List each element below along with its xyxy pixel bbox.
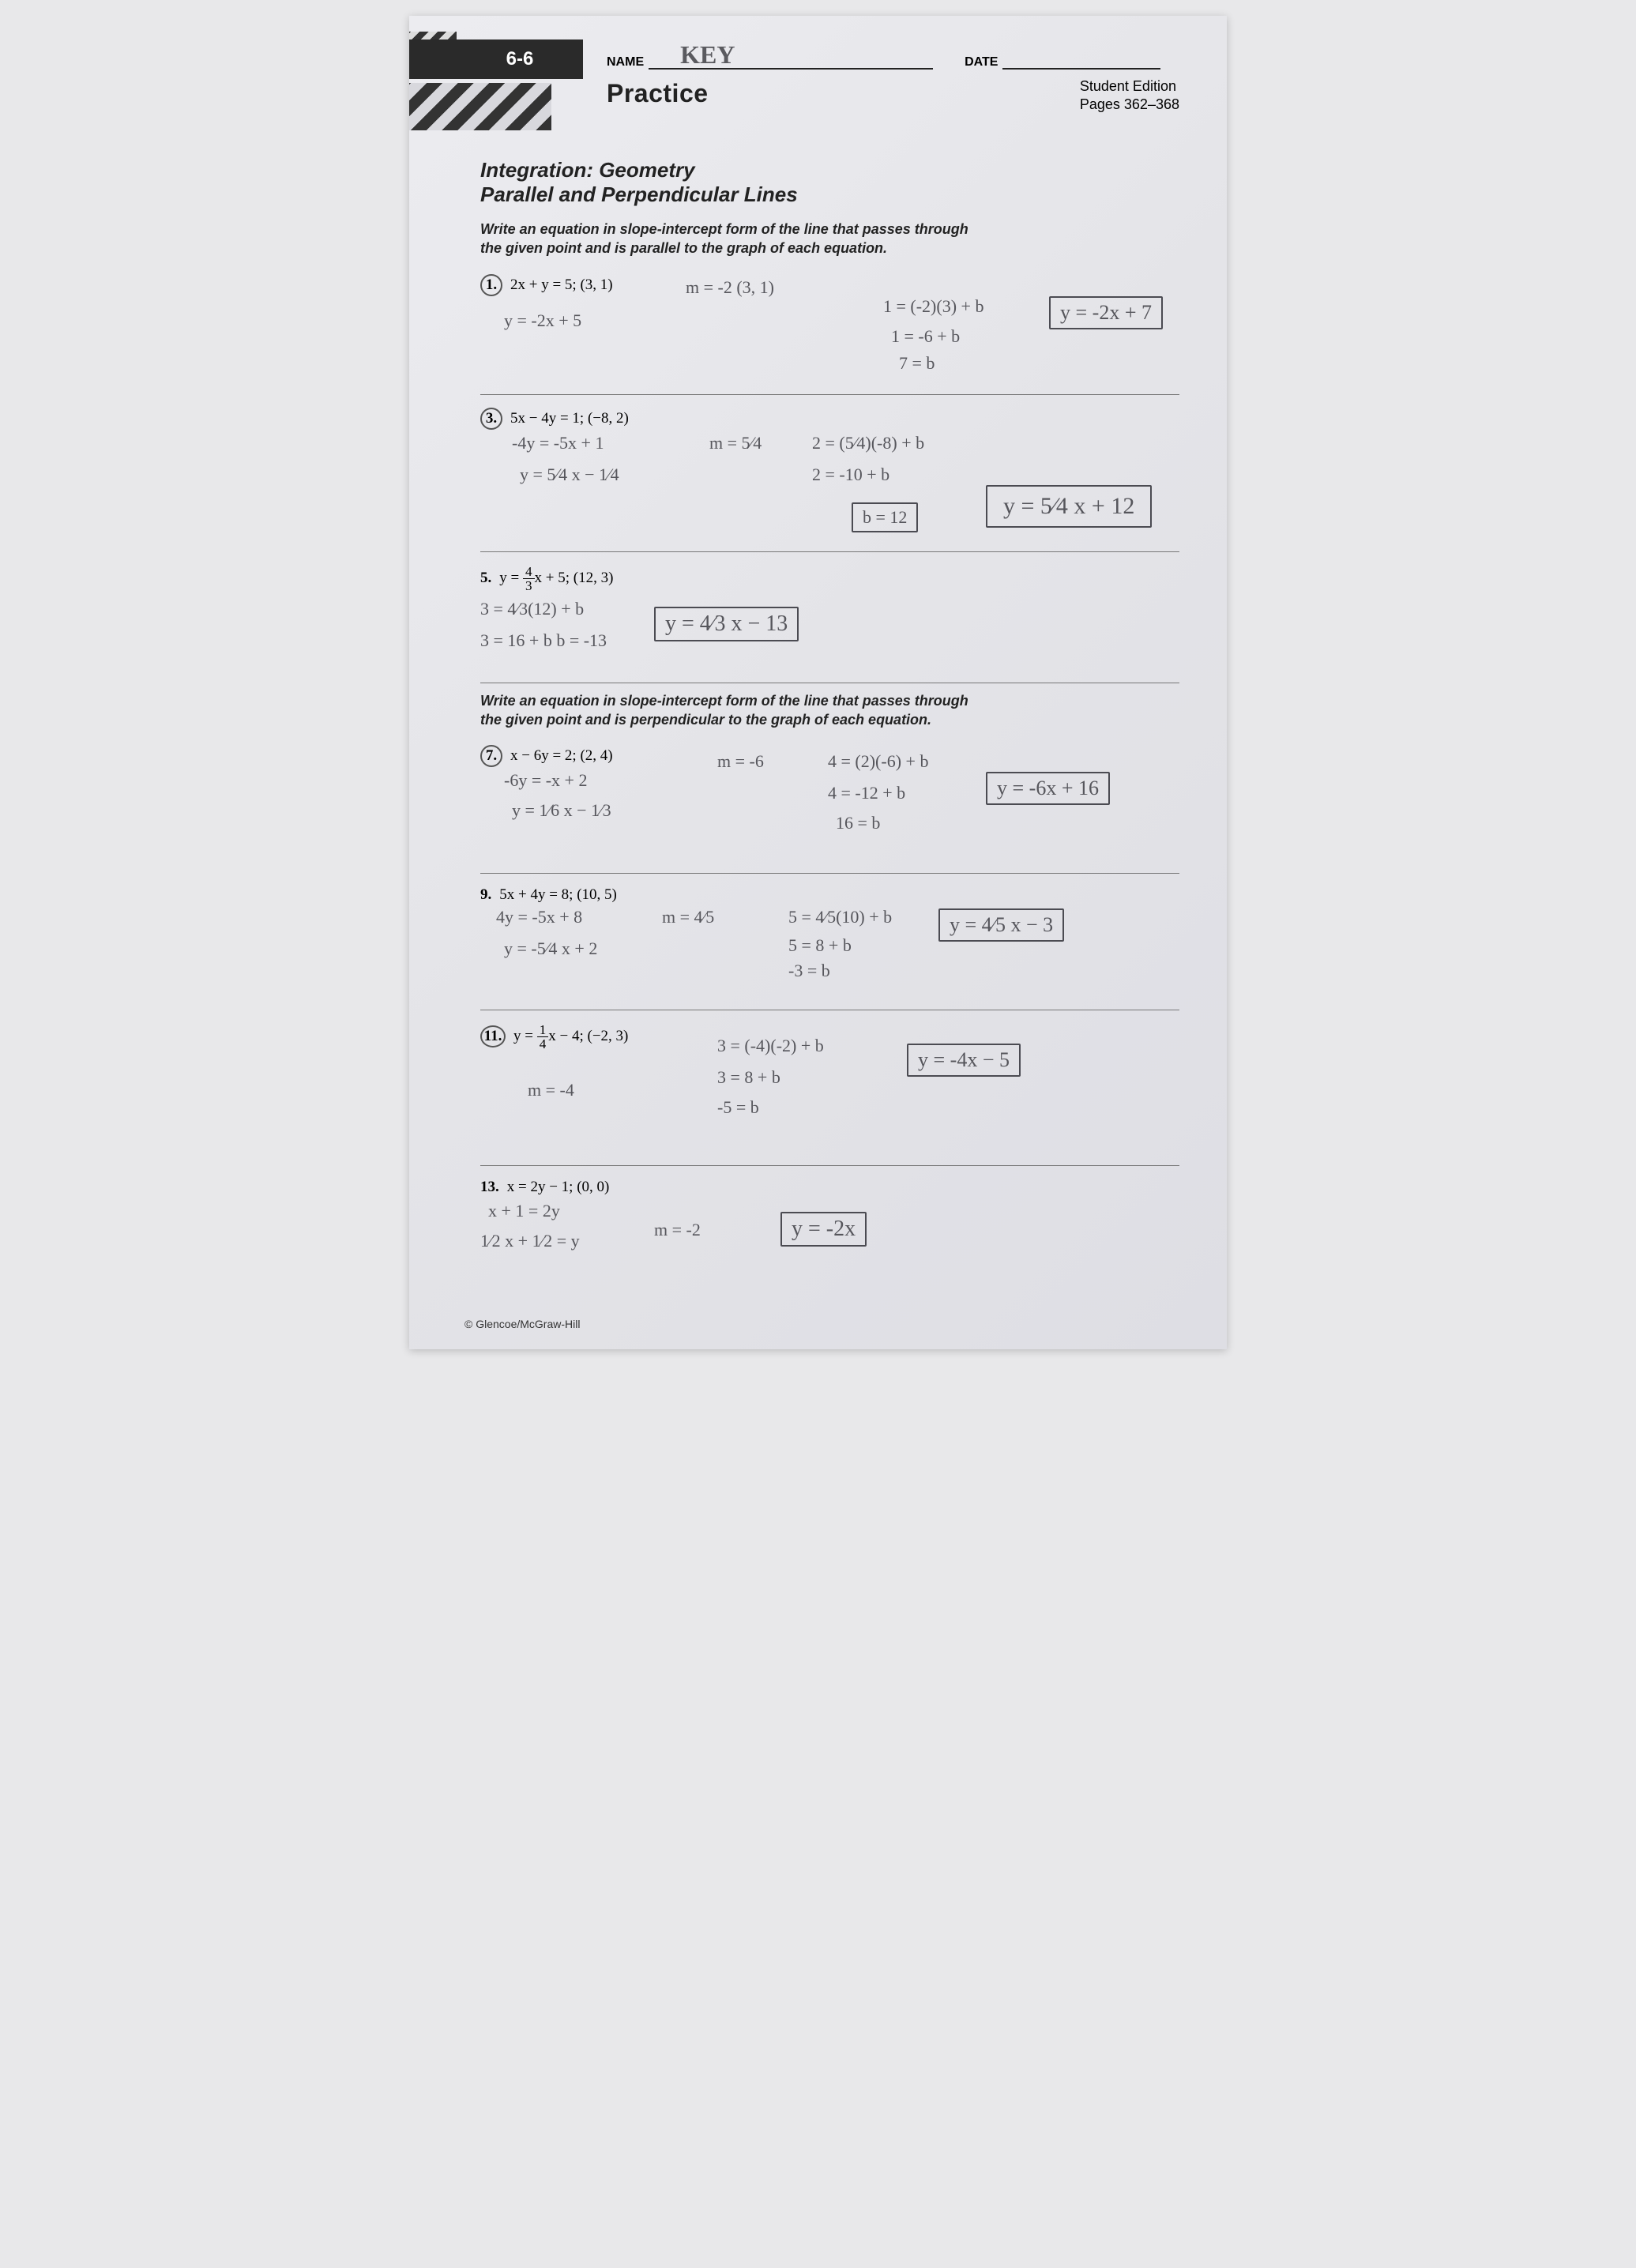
problem-3: 3. 5x − 4y = 1; (−8, 2) -4y = -5x + 1 y … [480, 403, 1179, 552]
work-area: -4y = -5x + 1 y = 5⁄4 x − 1⁄4 m = 5⁄4 2 … [480, 430, 1179, 540]
lesson-titles: Integration: Geometry Parallel and Perpe… [480, 158, 1179, 207]
problem-text: y = 14x − 4; (−2, 3) [513, 1028, 628, 1044]
instructions-perpendicular: Write an equation in slope-intercept for… [480, 691, 970, 730]
problem-11: 11. y = 14x − 4; (−2, 3) m = -4 3 = (-4)… [480, 1018, 1179, 1165]
hw-step: m = -4 [528, 1080, 574, 1100]
problem-number: 13. [480, 1179, 499, 1196]
hw-step: m = 4⁄5 [662, 907, 714, 927]
problem-text: y = 43x + 5; (12, 3) [499, 570, 613, 586]
hw-step: 2 = (5⁄4)(-8) + b [812, 433, 924, 453]
problem-text: 5x + 4y = 8; (10, 5) [499, 886, 617, 903]
hw-step: -5 = b [717, 1097, 759, 1118]
problem-number: 3. [480, 408, 502, 430]
hw-step: 3 = 16 + b b = -13 [480, 630, 607, 651]
page-header: 6-6 NAME KEY DATE Practice Student Editi… [457, 39, 1179, 142]
name-value: KEY [680, 40, 735, 70]
problem-text: 2x + y = 5; (3, 1) [510, 276, 613, 293]
problem-1: 1. 2x + y = 5; (3, 1) y = -2x + 5 m = -2… [480, 269, 1179, 395]
hw-step: -3 = b [788, 961, 830, 981]
date-label: DATE [965, 55, 998, 70]
work-area: 4y = -5x + 8 y = -5⁄4 x + 2 m = 4⁄5 5 = … [480, 904, 1179, 999]
lesson-number-tab: 6-6 [409, 39, 583, 79]
hw-answer: y = 5⁄4 x + 12 [986, 485, 1152, 528]
date-field: DATE [965, 47, 1160, 70]
name-line: KEY [649, 47, 933, 70]
hw-step: m = -6 [717, 751, 764, 772]
hw-step: 16 = b [836, 813, 880, 833]
hw-step: y = -5⁄4 x + 2 [504, 938, 597, 959]
problem-number: 11. [480, 1025, 506, 1047]
hw-step: x + 1 = 2y [488, 1201, 560, 1221]
problem-5: 5. y = 43x + 5; (12, 3) 3 = 4⁄3(12) + b … [480, 560, 1179, 683]
hw-step: b = 12 [852, 502, 918, 532]
hw-step: 1 = (-2)(3) + b [883, 296, 983, 317]
problem-text: x = 2y − 1; (0, 0) [507, 1179, 610, 1195]
problem-number: 9. [480, 886, 491, 904]
problem-13: 13. x = 2y − 1; (0, 0) x + 1 = 2y 1⁄2 x … [480, 1174, 1179, 1294]
problem-text: 5x − 4y = 1; (−8, 2) [510, 410, 629, 427]
hw-step: 4 = -12 + b [828, 783, 905, 803]
work-area: m = -4 3 = (-4)(-2) + b 3 = 8 + b -5 = b… [480, 1051, 1179, 1154]
practice-heading: Practice [607, 79, 709, 108]
work-area: x + 1 = 2y 1⁄2 x + 1⁄2 = y m = -2 y = -2… [480, 1196, 1179, 1283]
hw-step: 3 = 8 + b [717, 1067, 780, 1088]
problem-9: 9. 5x + 4y = 8; (10, 5) 4y = -5x + 8 y =… [480, 882, 1179, 1010]
edition-line1: Student Edition [1080, 77, 1179, 96]
hw-step: 1⁄2 x + 1⁄2 = y [480, 1231, 580, 1251]
edition-line2: Pages 362–368 [1080, 96, 1179, 114]
problem-number: 5. [480, 570, 491, 587]
instructions-parallel: Write an equation in slope-intercept for… [480, 220, 970, 258]
work-area: -6y = -x + 2 y = 1⁄6 x − 1⁄3 m = -6 4 = … [480, 767, 1179, 862]
hw-step: y = 1⁄6 x − 1⁄3 [512, 800, 611, 821]
copyright-text: © Glencoe/McGraw-Hill [464, 1318, 580, 1330]
hw-step: m = 5⁄4 [709, 433, 762, 453]
work-area: 3 = 4⁄3(12) + b 3 = 16 + b b = -13 y = 4… [480, 592, 1179, 671]
hw-answer: y = 4⁄5 x − 3 [938, 908, 1064, 942]
hw-step: -4y = -5x + 1 [512, 433, 604, 453]
hw-answer: y = -4x − 5 [907, 1044, 1021, 1077]
hw-answer: y = -6x + 16 [986, 772, 1110, 805]
hw-step: 5 = 8 + b [788, 935, 852, 956]
title-parallel-perp: Parallel and Perpendicular Lines [480, 182, 1179, 207]
edition-block: Student Edition Pages 362–368 [1080, 77, 1179, 115]
hw-step: y = -2x + 5 [504, 310, 581, 331]
worksheet-page: 6-6 NAME KEY DATE Practice Student Editi… [409, 16, 1227, 1349]
hw-answer: y = -2x [780, 1212, 867, 1247]
hw-answer: y = -2x + 7 [1049, 296, 1163, 329]
problem-number: 7. [480, 745, 502, 767]
name-date-row: NAME KEY DATE [607, 47, 1179, 70]
hw-step: -6y = -x + 2 [504, 770, 587, 791]
hw-step: m = -2 (3, 1) [686, 277, 774, 298]
problem-text: x − 6y = 2; (2, 4) [510, 747, 613, 764]
title-integration: Integration: Geometry [480, 158, 1179, 182]
hw-step: 4 = (2)(-6) + b [828, 751, 928, 772]
name-field: NAME KEY [607, 47, 933, 70]
hw-step: 2 = -10 + b [812, 465, 889, 485]
date-line [1002, 47, 1160, 70]
problem-number: 1. [480, 274, 502, 296]
hw-step: 7 = b [899, 353, 935, 374]
hw-step: 5 = 4⁄5(10) + b [788, 907, 892, 927]
work-area: y = -2x + 5 m = -2 (3, 1) 1 = (-2)(3) + … [480, 296, 1179, 383]
hw-step: 1 = -6 + b [891, 326, 960, 347]
hw-step: 3 = (-4)(-2) + b [717, 1036, 824, 1056]
hw-step: 3 = 4⁄3(12) + b [480, 599, 584, 619]
name-label: NAME [607, 55, 644, 70]
hw-step: m = -2 [654, 1220, 701, 1240]
lesson-number: 6-6 [506, 48, 534, 70]
problem-7: 7. x − 6y = 2; (2, 4) -6y = -x + 2 y = 1… [480, 740, 1179, 874]
hw-step: y = 5⁄4 x − 1⁄4 [520, 465, 619, 485]
decorative-stripes [409, 83, 551, 130]
hw-step: 4y = -5x + 8 [496, 907, 582, 927]
hw-answer: y = 4⁄3 x − 13 [654, 607, 799, 641]
